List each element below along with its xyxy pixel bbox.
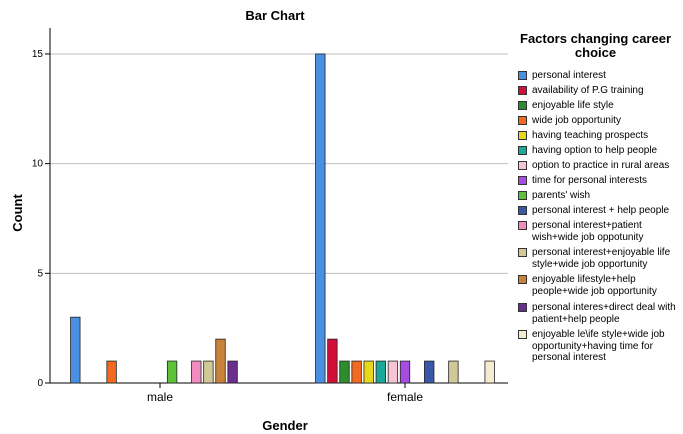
legend-swatch	[518, 131, 527, 140]
y-tick-label: 5	[37, 268, 43, 279]
legend-label: having teaching prospects	[532, 130, 649, 141]
chart-title: Bar Chart	[245, 8, 305, 23]
bar-male-13	[227, 360, 238, 384]
legend-label: personal interest + help people	[532, 205, 670, 216]
bar-female-5	[375, 360, 386, 384]
legend-swatch	[518, 221, 527, 230]
legend-swatch	[518, 191, 527, 200]
bar-female-4	[363, 360, 374, 384]
legend: Factors changing career choice personal …	[508, 31, 683, 363]
bar-male-10	[191, 360, 202, 384]
legend-swatch	[518, 206, 527, 215]
bar-male-11	[203, 360, 214, 384]
x-tick-label: female	[387, 390, 423, 404]
bar-female-6	[387, 360, 399, 384]
bar-female-11	[448, 360, 459, 384]
legend-swatch	[518, 176, 527, 185]
legend-label: option to practice in rural areas	[532, 160, 670, 171]
bar-female-2	[339, 360, 350, 384]
legend-label: enjoyable lifestyle+help people+wide job…	[532, 274, 657, 297]
bars	[70, 53, 495, 384]
bar-male-0	[70, 316, 81, 384]
x-tick-label: male	[147, 390, 173, 404]
legend-label: time for personal interests	[532, 175, 648, 186]
bar-female-3	[351, 360, 362, 384]
legend-label: personal interest+enjoyable life style+w…	[532, 247, 671, 270]
legend-label: enjoyable le\ife style+wide job opportun…	[532, 329, 665, 363]
x-axis-label: Gender	[262, 418, 308, 433]
legend-swatch	[518, 161, 527, 170]
legend-swatch	[518, 146, 527, 155]
legend-label: parents' wish	[532, 190, 591, 201]
legend-swatch	[518, 248, 527, 257]
gridlines	[50, 53, 508, 274]
y-axis-label: Count	[10, 194, 25, 232]
y-tick-label: 15	[32, 49, 44, 60]
y-tick-label: 0	[37, 378, 43, 389]
bar-female-7	[399, 360, 411, 384]
legend-swatch	[518, 86, 527, 95]
legend-label: enjoyable life style	[532, 100, 614, 111]
legend-swatch	[518, 71, 527, 80]
legend-label: personal interes+direct deal with patien…	[532, 302, 676, 325]
legend-swatch	[518, 330, 527, 339]
bar-male-3	[106, 360, 117, 384]
bar-female-0	[315, 53, 326, 384]
bar-male-12	[215, 338, 226, 384]
legend-label: availability of P.G training	[532, 85, 644, 96]
y-tick-label: 10	[32, 159, 44, 170]
legend-swatch	[518, 275, 527, 284]
bar-female-9	[424, 360, 435, 384]
legend-label: personal interest	[532, 70, 606, 81]
axes: 0 5 10 15 male female	[32, 28, 508, 404]
legend-title: Factors changing career choice	[520, 31, 671, 60]
legend-swatch	[518, 303, 527, 312]
legend-swatch	[518, 101, 527, 110]
bar-female-1	[327, 338, 338, 384]
legend-label: personal interest+patient wish+wide job …	[532, 220, 644, 243]
bar-male-8	[166, 360, 178, 384]
legend-swatch	[518, 116, 527, 125]
bar-female-14	[484, 360, 495, 384]
legend-label: having option to help people	[532, 145, 658, 156]
legend-label: wide job opportunity	[532, 115, 621, 126]
